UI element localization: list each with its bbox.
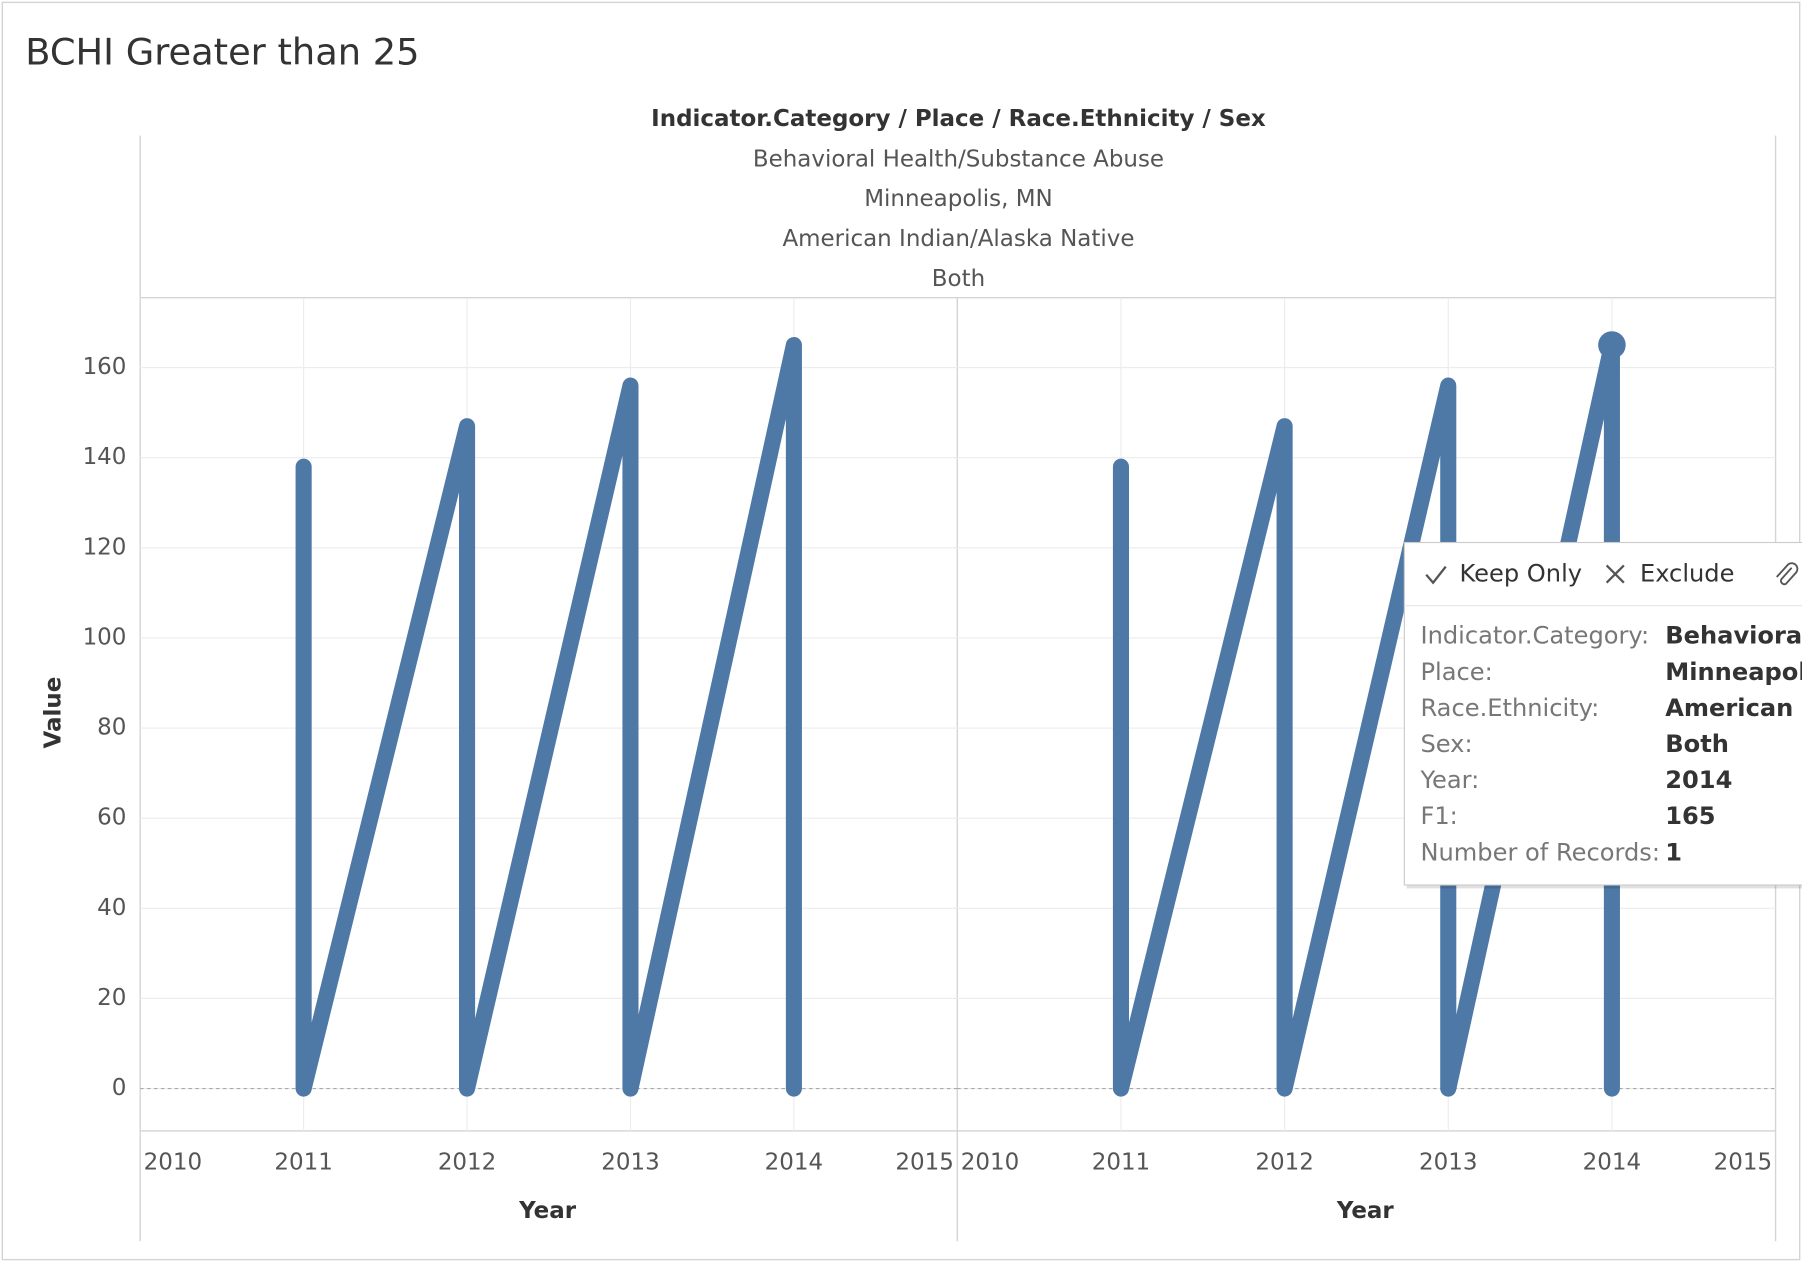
data-line bbox=[295, 336, 802, 1097]
chart-title: BCHI Greater than 25 bbox=[25, 31, 419, 74]
y-tick-label: 140 bbox=[83, 444, 127, 470]
y-axis-label: Value bbox=[41, 677, 67, 749]
x-axis-label: Year bbox=[518, 1198, 577, 1224]
x-tick-label: 2011 bbox=[274, 1150, 332, 1176]
tooltip-value: Behavioral Health/Substance Abuse bbox=[1665, 622, 1802, 650]
header-value: Both bbox=[932, 266, 985, 292]
x-tick-label: 2013 bbox=[1419, 1150, 1477, 1176]
tooltip-box bbox=[1403, 541, 1802, 886]
x-tick-label: 2010 bbox=[961, 1150, 1019, 1176]
tooltip-action[interactable]: Exclude bbox=[1640, 560, 1735, 588]
selected-point bbox=[1598, 331, 1626, 359]
data-line bbox=[1112, 336, 1620, 1097]
tooltip-label: Number of Records: bbox=[1420, 838, 1660, 866]
tooltip-value: 165 bbox=[1665, 802, 1715, 830]
x-tick-label: 2012 bbox=[1255, 1150, 1313, 1176]
y-tick-label: 80 bbox=[97, 715, 126, 741]
y-tick-label: 40 bbox=[97, 895, 126, 921]
y-tick-label: 20 bbox=[97, 985, 126, 1011]
check-icon bbox=[1425, 565, 1447, 585]
x-tick-label: 2011 bbox=[1092, 1150, 1150, 1176]
tooltip: Keep Only Exclude Indicator.Category: Behav… bbox=[1403, 541, 1802, 889]
tooltip-label: Race.Ethnicity: bbox=[1420, 694, 1599, 722]
header-title: Indicator.Category / Place / Race.Ethnic… bbox=[651, 106, 1266, 132]
tooltip-value: American Indian/Alaska Native bbox=[1665, 694, 1802, 722]
x-tick-label: 2010 bbox=[144, 1150, 202, 1176]
tooltip-value: Both bbox=[1665, 730, 1729, 758]
tooltip-label: Sex: bbox=[1420, 730, 1472, 758]
y-tick-label: 0 bbox=[112, 1075, 127, 1101]
tooltip-value: 2014 bbox=[1665, 766, 1732, 794]
x-tick-label: 2014 bbox=[1583, 1150, 1641, 1176]
x-tick-label: 2015 bbox=[1714, 1150, 1772, 1176]
tooltip-label: Indicator.Category: bbox=[1420, 622, 1649, 650]
y-tick-label: 60 bbox=[97, 805, 126, 831]
x-tick-label: 2013 bbox=[601, 1150, 659, 1176]
tooltip-label: Place: bbox=[1420, 658, 1492, 686]
y-tick-label: 120 bbox=[83, 534, 127, 560]
tooltip-label: F1: bbox=[1420, 802, 1457, 830]
header-value: American Indian/Alaska Native bbox=[782, 226, 1134, 252]
header-value: Behavioral Health/Substance Abuse bbox=[753, 146, 1164, 172]
tooltip-value: Minneapolis, MN bbox=[1665, 658, 1802, 686]
x-tick-label: 2015 bbox=[895, 1150, 953, 1176]
y-tick-label: 160 bbox=[83, 354, 127, 380]
tooltip-value: 1 bbox=[1665, 838, 1682, 866]
x-tick-label: 2014 bbox=[765, 1150, 823, 1176]
attach-icon[interactable] bbox=[1776, 562, 1799, 586]
header-value: Minneapolis, MN bbox=[864, 186, 1052, 212]
tooltip-label: Year: bbox=[1419, 766, 1479, 794]
x-tick-label: 2012 bbox=[438, 1150, 496, 1176]
exclude-icon bbox=[1605, 564, 1625, 584]
x-axis-label: Year bbox=[1336, 1198, 1395, 1224]
tooltip-action[interactable]: Keep Only bbox=[1460, 560, 1583, 588]
y-tick-label: 100 bbox=[83, 624, 127, 650]
